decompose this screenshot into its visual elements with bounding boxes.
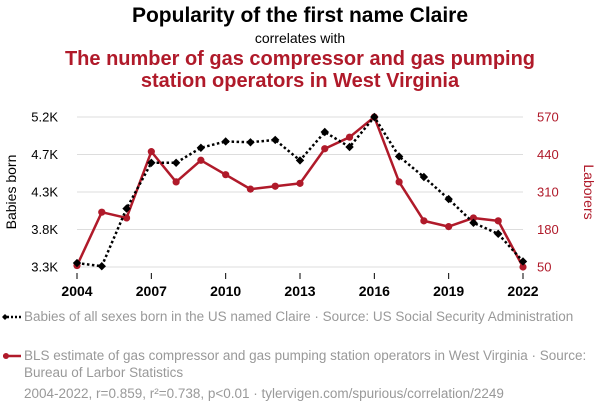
- legend-label-series1: Babies of all sexes born in the US named…: [24, 309, 574, 324]
- series1-point: [444, 194, 453, 204]
- series2-point: [246, 185, 255, 193]
- series1-point: [122, 204, 131, 213]
- legend-item-series1: Babies of all sexes born in the US named…: [0, 308, 590, 344]
- right-tick-label: 180: [537, 222, 559, 237]
- right-tick-label: 50: [537, 260, 551, 275]
- series1-point: [419, 172, 429, 182]
- series2-point: [321, 145, 329, 153]
- left-tick-label: 4.7K: [31, 147, 58, 162]
- x-tick-label: 2007: [136, 283, 167, 299]
- series2-point: [345, 133, 354, 141]
- series1-point: [271, 135, 280, 145]
- series2-point: [98, 208, 106, 216]
- series2-point: [420, 217, 428, 225]
- series2-point: [395, 178, 403, 186]
- series1-point: [370, 112, 379, 122]
- series1-point: [469, 218, 478, 227]
- left-tick-label: 5.2K: [31, 110, 58, 125]
- series2-point: [519, 263, 527, 271]
- x-tick-label: 2004: [61, 283, 92, 299]
- series2-point: [122, 214, 131, 222]
- gridlines: [77, 116, 523, 268]
- series1-point: [196, 143, 206, 152]
- series-layer: [72, 112, 528, 271]
- series2-point: [197, 156, 205, 164]
- series1-point: [494, 229, 503, 239]
- x-tick-label: 2013: [284, 283, 315, 299]
- x-tick-label: 2019: [433, 283, 464, 299]
- legend-swatch-series2: [3, 353, 21, 359]
- series1-point: [147, 158, 156, 167]
- dual-axis-line-chart: 3.3K 3.8K 4.3K 4.7K 5.2K 50 180 310 440 570 2004…: [3, 110, 597, 300]
- left-tick-label: 3.8K: [31, 222, 58, 237]
- series2-point: [494, 217, 502, 225]
- series2-point: [147, 148, 155, 156]
- series2-point: [172, 178, 180, 186]
- series1-point: [394, 152, 404, 161]
- right-tick-label: 440: [537, 147, 559, 162]
- legend-item-series2: BLS estimate of gas compressor and gas p…: [0, 347, 590, 383]
- series2-point: [222, 171, 230, 179]
- right-axis: 50 180 310 440 570: [537, 110, 559, 275]
- left-axis: 3.3K 3.8K 4.3K 4.7K 5.2K: [31, 110, 58, 275]
- x-tick-label: 2016: [359, 283, 390, 299]
- series2-point: [445, 223, 453, 231]
- right-tick-label: 310: [537, 185, 559, 200]
- chart-secondary-title: The number of gas compressor and gas pum…: [64, 48, 536, 92]
- left-tick-label: 4.3K: [31, 185, 58, 200]
- series1-point: [72, 258, 82, 268]
- x-tick-label: 2022: [507, 283, 538, 299]
- left-axis-label: Babies born: [3, 155, 19, 230]
- series1-point: [320, 127, 329, 137]
- series1-point: [518, 257, 528, 266]
- right-tick-label: 570: [537, 110, 559, 125]
- series1-point: [221, 137, 230, 146]
- legend-label-series2: BLS estimate of gas compressor and gas p…: [24, 348, 587, 380]
- chart-connector: correlates with: [254, 30, 346, 46]
- footer-stats: 2004-2022, r=0.859, r²=0.738, p<0.01 · t…: [24, 386, 504, 401]
- series1-point: [345, 142, 354, 152]
- series1-point: [295, 156, 305, 165]
- series1-point: [171, 158, 181, 167]
- legend-swatch-series1: [2, 314, 21, 320]
- x-tick-label: 2010: [210, 283, 241, 299]
- x-axis: 2004 2007 2010 2013 2016 2019 2022: [61, 273, 539, 299]
- series2-point: [469, 214, 478, 222]
- series2-point: [296, 179, 304, 187]
- right-axis-label: Laborers: [581, 164, 597, 219]
- series1-point: [246, 138, 255, 147]
- series1-point: [97, 262, 106, 271]
- series2-point: [271, 182, 279, 190]
- left-tick-label: 3.3K: [31, 260, 58, 275]
- chart-title: Popularity of the first name Claire: [131, 4, 469, 27]
